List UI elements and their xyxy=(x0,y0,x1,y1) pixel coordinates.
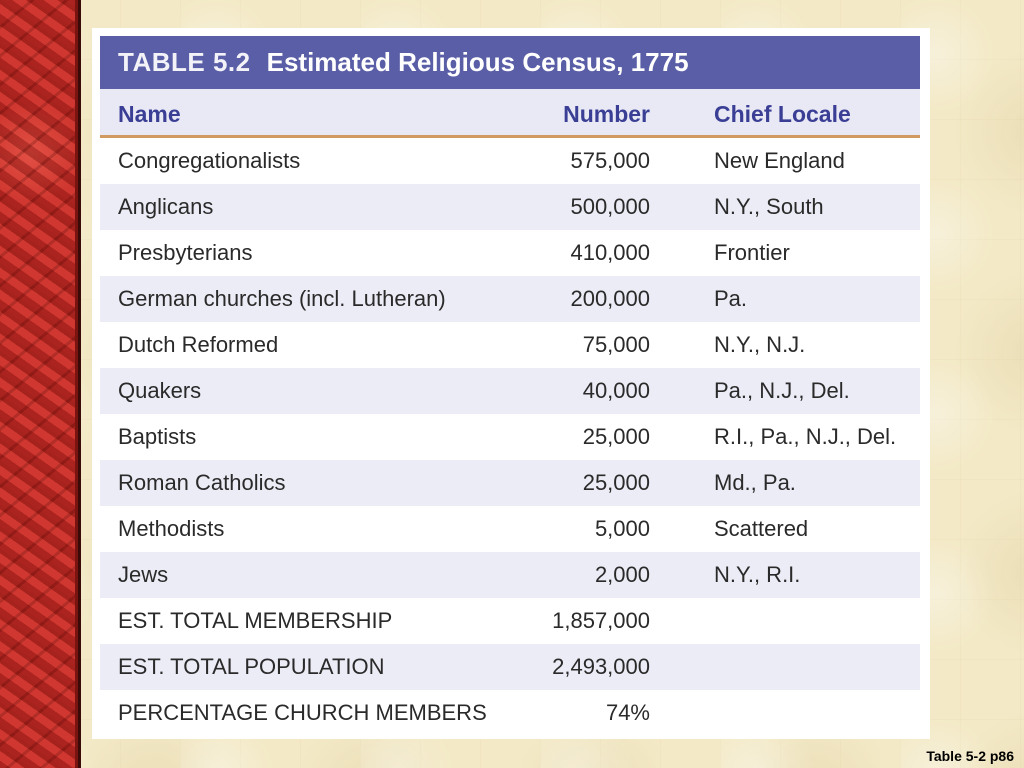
table-header-row: Name Number Chief Locale xyxy=(100,89,920,138)
header-chief-locale: Chief Locale xyxy=(714,101,851,127)
header-number: Number xyxy=(563,101,650,127)
row-chief-locale: R.I., Pa., N.J., Del. xyxy=(714,424,897,449)
row-chief-locale: Scattered xyxy=(714,516,809,541)
row-chief-locale: Md., Pa. xyxy=(714,470,796,495)
religious-census-table: TABLE 5.2 Estimated Religious Census, 17… xyxy=(92,28,930,739)
table-row: Baptists 25,000 R.I., Pa., N.J., Del. xyxy=(100,414,920,460)
row-name: Congregationalists xyxy=(118,148,301,173)
table-row: Jews 2,000 N.Y., R.I. xyxy=(100,552,920,598)
row-number: 500,000 xyxy=(570,194,650,219)
table-row: Dutch Reformed 75,000 N.Y., N.J. xyxy=(100,322,920,368)
table-row: Roman Catholics 25,000 Md., Pa. xyxy=(100,460,920,506)
row-name: Methodists xyxy=(118,516,225,541)
row-number: 200,000 xyxy=(570,286,650,311)
row-name: PERCENTAGE CHURCH MEMBERS xyxy=(118,700,487,725)
row-name: EST. TOTAL POPULATION xyxy=(118,654,385,679)
table-row: PERCENTAGE CHURCH MEMBERS 74% xyxy=(100,690,920,736)
row-chief-locale: N.Y., N.J. xyxy=(714,332,806,357)
row-chief-locale: Pa. xyxy=(714,286,748,311)
row-name: EST. TOTAL MEMBERSHIP xyxy=(118,608,393,633)
row-chief-locale: Pa., N.J., Del. xyxy=(714,378,850,403)
row-number: 40,000 xyxy=(582,378,650,403)
slide-footer-label: Table 5-2 p86 xyxy=(926,748,1014,764)
row-name: Jews xyxy=(118,562,169,587)
row-chief-locale: N.Y., South xyxy=(714,194,824,219)
table-row: Anglicans 500,000 N.Y., South xyxy=(100,184,920,230)
row-number: 575,000 xyxy=(570,148,650,173)
row-name: Anglicans xyxy=(118,194,214,219)
row-number: 25,000 xyxy=(582,424,650,449)
row-number: 2,000 xyxy=(594,562,650,587)
row-number: 2,493,000 xyxy=(552,654,650,679)
table-title: Estimated Religious Census, 1775 xyxy=(266,47,689,77)
row-chief-locale: New England xyxy=(714,148,845,173)
row-number: 74% xyxy=(605,700,650,725)
row-name: Quakers xyxy=(118,378,202,403)
decorative-side-border xyxy=(0,0,81,768)
row-name: German churches (incl. Lutheran) xyxy=(118,286,446,311)
row-chief-locale: Frontier xyxy=(714,240,790,265)
row-name: Roman Catholics xyxy=(118,470,286,495)
row-chief-locale: N.Y., R.I. xyxy=(714,562,801,587)
row-number: 25,000 xyxy=(582,470,650,495)
table-number: TABLE 5.2 xyxy=(118,47,251,77)
table-row: Congregationalists 575,000 New England xyxy=(100,138,920,184)
table-body: Congregationalists 575,000 New England Angl… xyxy=(100,138,920,736)
row-name: Presbyterians xyxy=(118,240,253,265)
table-row: EST. TOTAL POPULATION 2,493,000 xyxy=(100,644,920,690)
row-number: 1,857,000 xyxy=(552,608,650,633)
header-name: Name xyxy=(118,101,181,127)
table-row: German churches (incl. Lutheran) 200,000 P… xyxy=(100,276,920,322)
row-number: 75,000 xyxy=(582,332,650,357)
table-row: EST. TOTAL MEMBERSHIP 1,857,000 xyxy=(100,598,920,644)
row-name: Baptists xyxy=(118,424,197,449)
table-row: Quakers 40,000 Pa., N.J., Del. xyxy=(100,368,920,414)
row-number: 410,000 xyxy=(570,240,650,265)
row-number: 5,000 xyxy=(594,516,650,541)
table-row: Methodists 5,000 Scattered xyxy=(100,506,920,552)
row-name: Dutch Reformed xyxy=(118,332,279,357)
table-title-bar: TABLE 5.2 Estimated Religious Census, 17… xyxy=(100,36,920,89)
table-row: Presbyterians 410,000 Frontier xyxy=(100,230,920,276)
